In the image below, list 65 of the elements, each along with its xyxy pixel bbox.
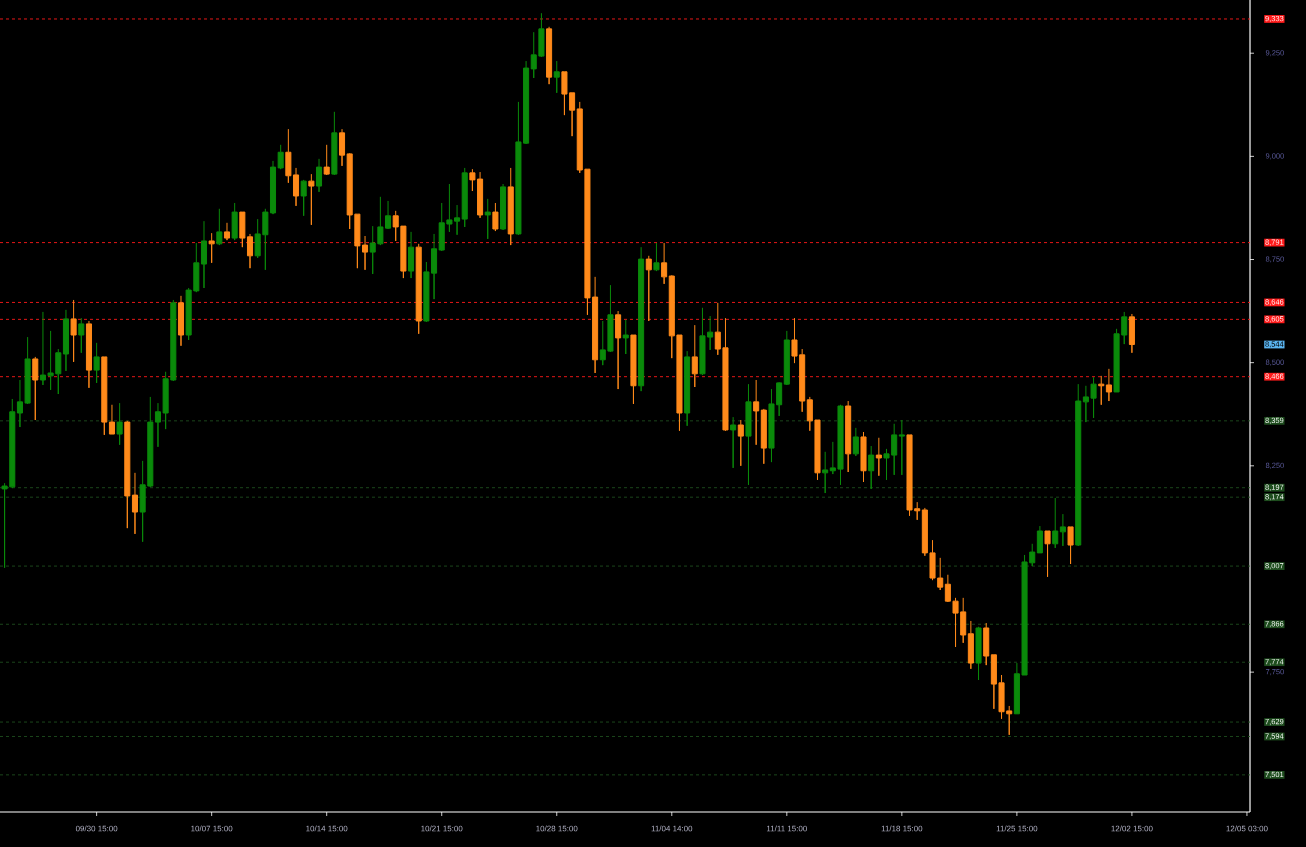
candlestick xyxy=(1044,530,1051,578)
candlestick xyxy=(131,472,138,535)
candlestick xyxy=(860,431,867,483)
candlestick xyxy=(500,183,507,231)
candlestick xyxy=(868,445,875,490)
candlestick xyxy=(1052,497,1059,549)
candlestick xyxy=(898,419,905,476)
candlestick xyxy=(78,317,85,354)
candlestick xyxy=(983,622,990,666)
candlestick xyxy=(822,451,829,494)
candlestick xyxy=(737,419,744,467)
candlestick xyxy=(875,437,882,477)
candlestick xyxy=(62,309,69,372)
candlestick xyxy=(70,299,77,363)
candlestick xyxy=(308,173,315,226)
candlestick xyxy=(484,198,491,240)
candlestick xyxy=(415,243,422,335)
candlestick xyxy=(622,319,629,355)
candlestick xyxy=(1059,513,1066,547)
candlestick xyxy=(492,202,499,232)
candlestick xyxy=(300,179,307,217)
candlestick xyxy=(1036,525,1043,554)
candlestick xyxy=(645,255,652,322)
candlestick xyxy=(177,295,185,347)
candlestick xyxy=(615,310,622,390)
candlestick xyxy=(630,334,637,405)
candlestick xyxy=(1075,383,1082,547)
candlestick xyxy=(231,202,238,241)
candlestick xyxy=(1098,375,1105,406)
candlestick xyxy=(753,379,760,446)
candlestick xyxy=(507,167,514,246)
candlestick xyxy=(1105,368,1112,402)
candlestick xyxy=(638,246,645,392)
candlestick xyxy=(116,402,123,446)
candlestick xyxy=(1067,526,1074,565)
candlestick xyxy=(967,620,974,670)
candlestick xyxy=(730,416,737,469)
candlestick xyxy=(32,356,39,421)
candlestick xyxy=(85,320,92,389)
candlestick xyxy=(661,242,668,285)
candlestick xyxy=(745,383,752,486)
candlestick xyxy=(323,144,330,176)
candlestick xyxy=(101,356,108,436)
candlestick xyxy=(691,324,698,388)
candlestick xyxy=(852,427,859,457)
candlestick xyxy=(315,158,323,193)
candlestick xyxy=(124,420,131,529)
candlestick xyxy=(93,342,100,384)
candlestick xyxy=(339,128,346,167)
candlestick xyxy=(108,404,115,435)
candlestick xyxy=(1128,313,1135,354)
candlestick xyxy=(684,350,691,427)
candlestick xyxy=(223,222,231,241)
candlestick xyxy=(546,26,553,85)
candlestick xyxy=(331,111,338,176)
candlestick xyxy=(653,242,660,272)
candlestick xyxy=(461,167,468,228)
candlestick xyxy=(553,60,560,94)
candlestick xyxy=(760,408,767,465)
candlestick xyxy=(783,330,790,386)
candlestick xyxy=(408,231,415,279)
candlestick xyxy=(845,400,852,473)
candlestick xyxy=(216,208,223,246)
candlestick xyxy=(975,626,982,681)
candlestick xyxy=(208,232,215,264)
